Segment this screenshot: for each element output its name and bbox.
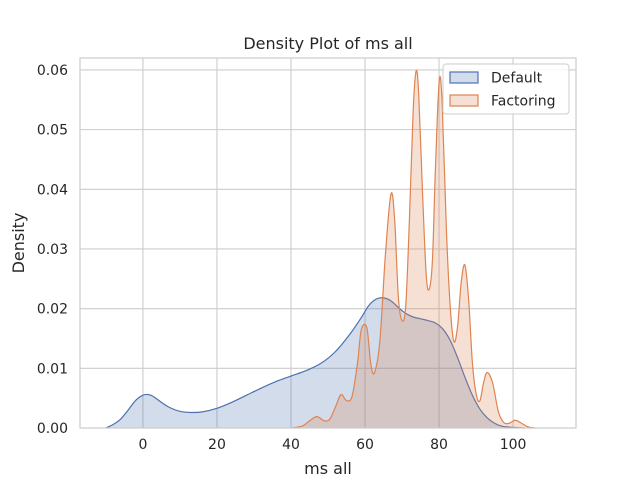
density-line-factoring [290,69,536,429]
x-tick-label: 100 [500,437,527,453]
chart-title: Density Plot of ms all [243,34,412,53]
density-line-default [105,297,525,429]
x-tick-label: 80 [430,437,448,453]
x-tick-label: 60 [356,437,374,453]
density-area-factoring [290,70,536,428]
series-layer [105,69,536,429]
y-tick-label: 0.06 [37,63,68,79]
y-tick-label: 0.02 [37,302,68,318]
plot-frame [79,57,577,429]
legend-swatch-factoring [449,94,479,107]
density-area-default [105,297,525,428]
x-tick-label: 0 [138,437,147,453]
x-axis-label: ms all [304,459,352,478]
tick-layer: 0 20 40 60 80 100 0.00 0.01 0.02 0.03 0.04 0.05 0.06 [37,63,527,453]
y-tick-label: 0.01 [37,361,68,377]
legend-label-default: Default [491,71,543,87]
legend-swatch-default [449,71,479,84]
legend-label-factoring: Factoring [491,94,556,110]
y-axis-label: Density [9,213,28,274]
x-tick-label: 40 [282,437,300,453]
y-tick-label: 0.03 [37,242,68,258]
x-tick-label: 20 [208,437,226,453]
y-tick-label: 0.05 [37,123,68,139]
y-tick-label: 0.00 [37,421,68,437]
legend-box [442,63,570,115]
y-tick-label: 0.04 [37,182,68,198]
legend: Default Factoring [442,63,570,115]
